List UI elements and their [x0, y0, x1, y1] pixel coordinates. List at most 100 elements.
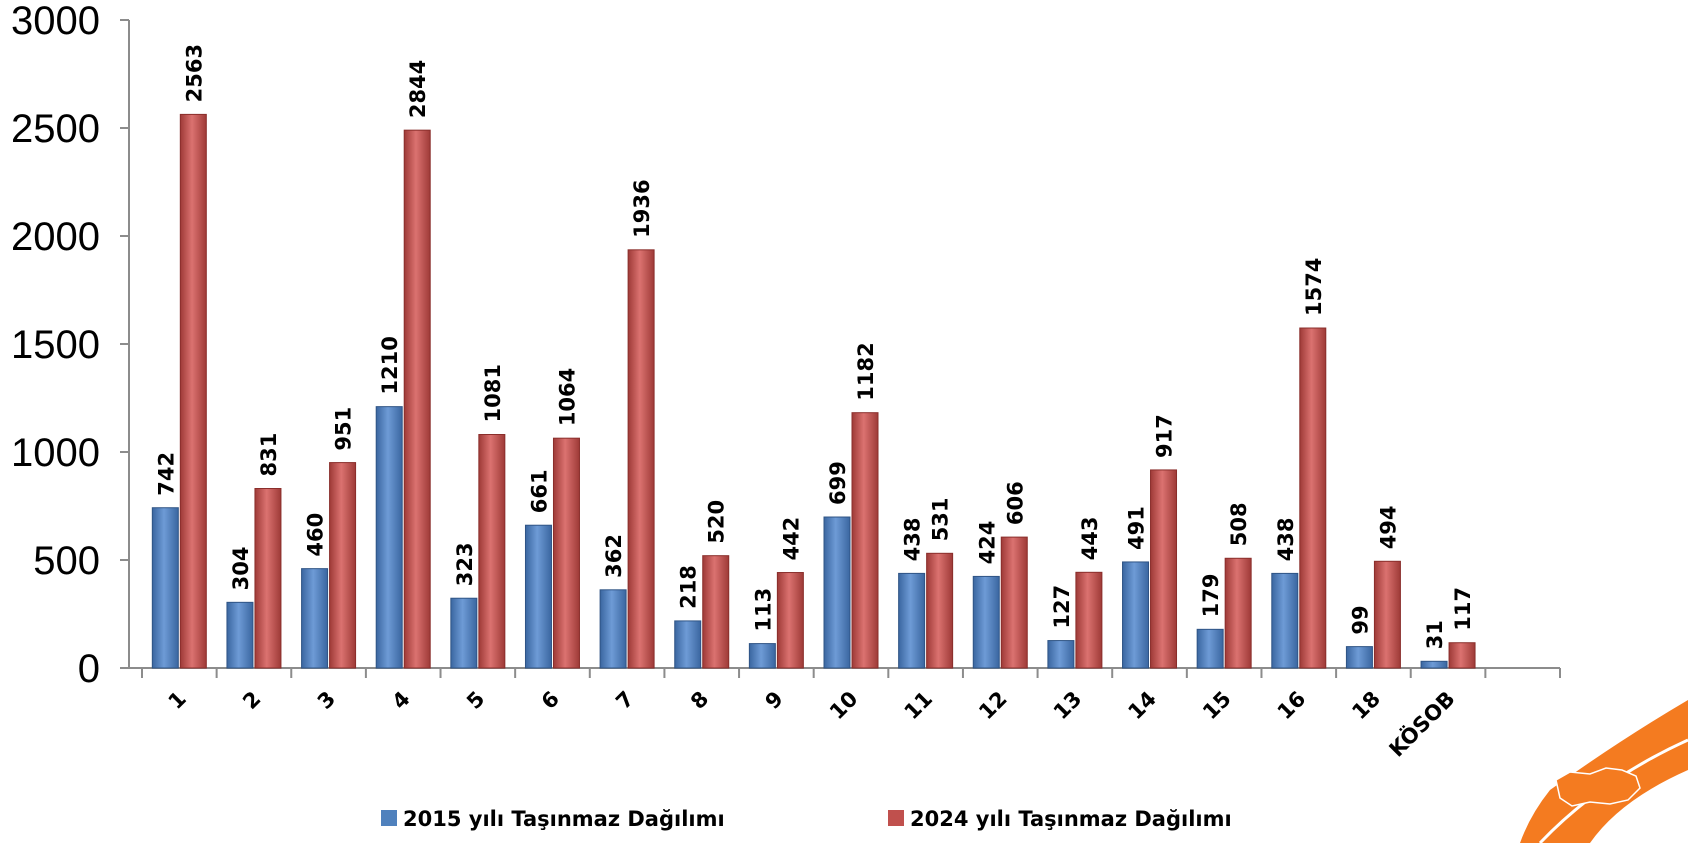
y-tick-label: 2000 — [11, 215, 100, 259]
data-label-2015: 742 — [154, 452, 178, 496]
bar-2024 — [254, 488, 282, 669]
x-tick-label: 16 — [1273, 687, 1311, 725]
x-tick-label: 2 — [238, 687, 265, 714]
x-tick-label: KÖSOB — [1384, 686, 1460, 762]
bar-2015 — [1196, 628, 1224, 669]
y-tick-label: 1000 — [11, 431, 100, 475]
legend-label-2015: 2015 yılı Taşınmaz Dağılımı — [403, 807, 725, 831]
bar-2024 — [1000, 536, 1028, 669]
bar-2024 — [1299, 327, 1327, 669]
x-tick-label: 8 — [686, 687, 713, 714]
logo-decoration — [1520, 700, 1688, 845]
data-label-2024: 1936 — [630, 179, 654, 237]
x-tick-label: 7 — [611, 687, 638, 714]
bar-2015 — [226, 601, 254, 669]
x-tick-label: 15 — [1198, 687, 1236, 725]
y-tick-label: 3000 — [11, 0, 100, 43]
data-label-2015: 424 — [975, 521, 999, 565]
data-label-2015: 113 — [751, 588, 775, 632]
bar-2024 — [552, 437, 580, 669]
data-label-2015: 438 — [1274, 518, 1298, 562]
x-tick-label: 3 — [313, 687, 340, 714]
data-label-2015: 323 — [453, 542, 477, 586]
x-tick-label: 11 — [900, 687, 938, 725]
data-label-2024: 442 — [779, 517, 803, 561]
data-label-2015: 304 — [229, 546, 253, 590]
data-label-2024: 917 — [1153, 414, 1177, 458]
bar-2024 — [478, 434, 506, 669]
data-label-2024: 1182 — [854, 342, 878, 400]
x-tick-label: 13 — [1049, 687, 1087, 725]
x-tick-label: 14 — [1123, 687, 1161, 725]
data-label-2015: 661 — [527, 469, 551, 513]
bar-2015 — [972, 575, 1000, 669]
x-tick-label: 4 — [387, 687, 414, 714]
data-label-2015: 362 — [602, 534, 626, 578]
bar-2015 — [151, 507, 179, 669]
bar-2024 — [926, 552, 954, 669]
bar-2015 — [301, 568, 329, 669]
x-tick-label: 6 — [537, 687, 564, 714]
bar-2015 — [1420, 660, 1448, 669]
legend-swatch-2015 — [381, 810, 397, 826]
data-label-2024: 508 — [1227, 502, 1251, 546]
data-label-2024: 1081 — [481, 364, 505, 422]
data-label-2024: 2563 — [182, 44, 206, 102]
bar-2024 — [179, 113, 207, 669]
bar-2024 — [1150, 469, 1178, 669]
bar-2024 — [329, 462, 357, 669]
bar-2015 — [1122, 561, 1150, 669]
data-label-2015: 1210 — [378, 336, 402, 394]
bar-2024 — [702, 555, 730, 669]
data-label-2015: 99 — [1348, 605, 1372, 634]
data-label-2024: 951 — [332, 407, 356, 451]
x-tick-label: 12 — [974, 687, 1012, 725]
data-label-2015: 438 — [901, 518, 925, 562]
data-label-2015: 699 — [826, 461, 850, 505]
data-label-2024: 443 — [1078, 516, 1102, 560]
y-tick-label: 500 — [33, 539, 100, 583]
bar-2024 — [403, 129, 431, 669]
data-label-2015: 218 — [677, 565, 701, 609]
y-tick-label: 0 — [78, 647, 100, 691]
data-label-2024: 1574 — [1302, 258, 1326, 316]
bar-2024 — [1224, 557, 1252, 669]
bar-2015 — [450, 597, 478, 669]
x-tick-label: 5 — [462, 687, 489, 714]
data-label-2015: 31 — [1423, 620, 1447, 649]
bar-2015 — [748, 643, 776, 669]
data-label-2024: 520 — [705, 500, 729, 544]
bar-2015 — [1047, 640, 1075, 669]
y-tick-label: 2500 — [11, 107, 100, 151]
data-label-2015: 179 — [1199, 573, 1223, 617]
data-label-2015: 460 — [304, 513, 328, 557]
bar-2015 — [375, 406, 403, 669]
x-tick-label: 18 — [1347, 687, 1385, 725]
data-label-2024: 606 — [1003, 481, 1027, 525]
bar-2015 — [898, 572, 926, 669]
bar-2024 — [627, 249, 655, 669]
y-tick-label: 1500 — [11, 323, 100, 367]
legend-swatch-2024 — [888, 810, 904, 826]
bar-2015 — [599, 589, 627, 669]
bar-2024 — [776, 572, 804, 669]
data-label-2015: 127 — [1050, 585, 1074, 629]
data-label-2024: 2844 — [406, 60, 430, 118]
data-label-2024: 831 — [257, 433, 281, 477]
data-label-2024: 494 — [1376, 505, 1400, 549]
bar-2015 — [823, 516, 851, 669]
bar-2015 — [1345, 646, 1373, 669]
bar-2024 — [1075, 571, 1103, 669]
data-label-2024: 1064 — [555, 368, 579, 426]
turkey-map-icon — [1555, 767, 1641, 807]
x-tick-label: 9 — [761, 687, 788, 714]
data-label-2015: 491 — [1125, 506, 1149, 550]
bar-2024 — [851, 412, 879, 669]
x-tick-label: 1 — [164, 687, 191, 714]
x-tick-label: 10 — [825, 687, 863, 725]
data-label-2024: 117 — [1451, 587, 1475, 631]
bar-2015 — [674, 620, 702, 669]
bar-2024 — [1448, 642, 1476, 669]
